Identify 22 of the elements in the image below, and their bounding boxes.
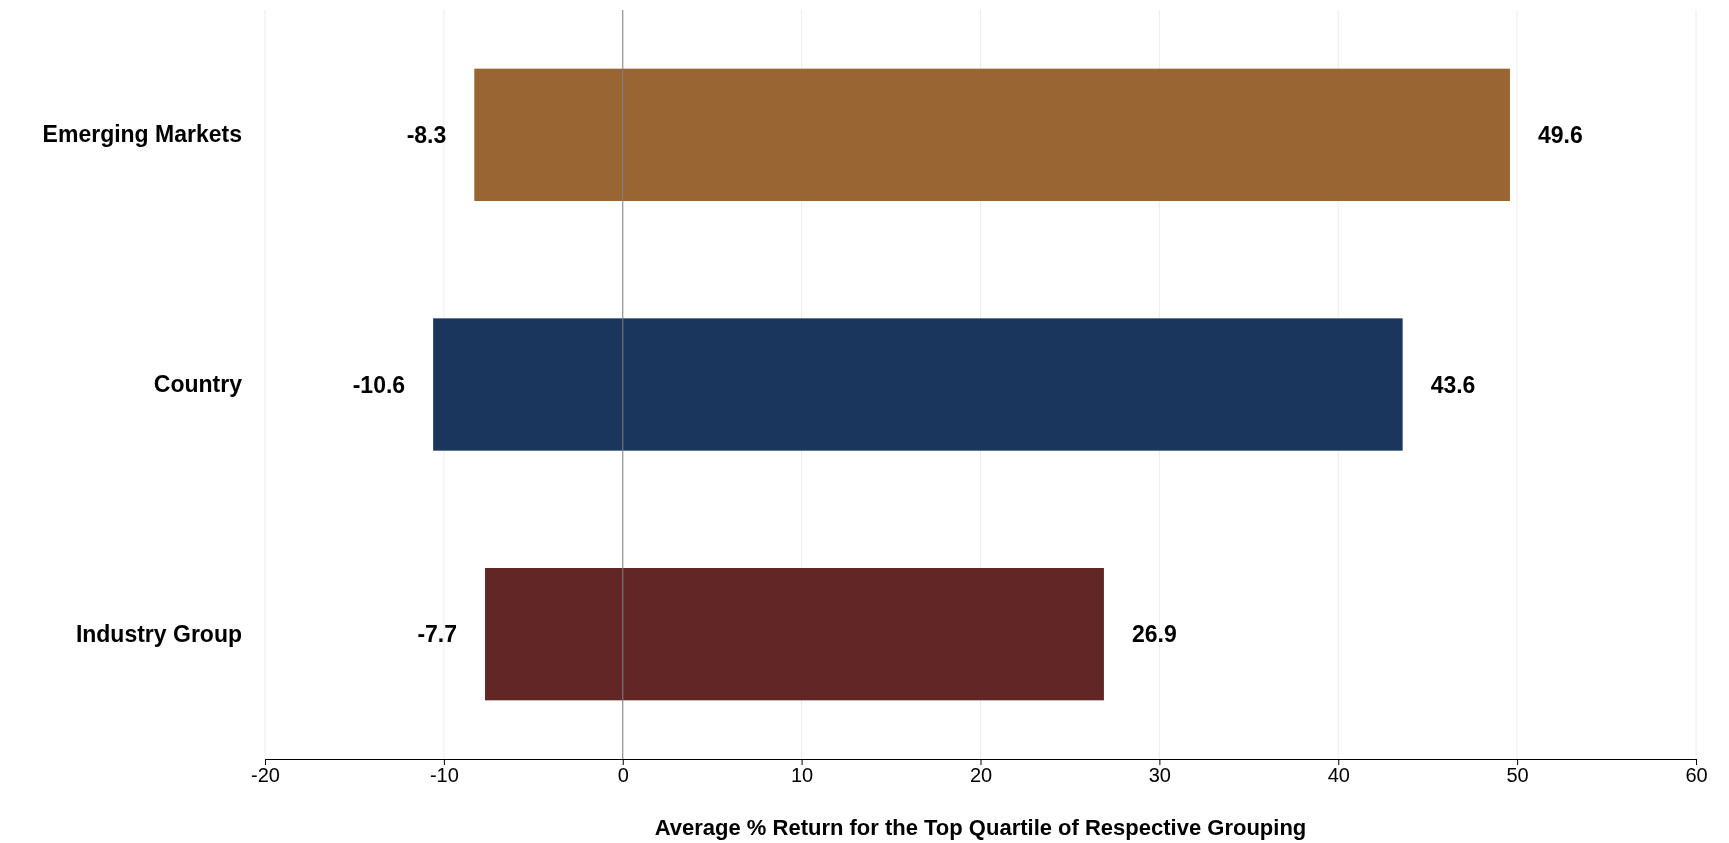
y-tick-label: Country bbox=[153, 370, 243, 397]
x-axis-title: Average % Return for the Top Quartile of Respective Grouping bbox=[654, 815, 1307, 840]
x-tick-label: 40 bbox=[1327, 764, 1350, 787]
annotation: -8.3 bbox=[406, 121, 447, 148]
x-tick-label: 20 bbox=[969, 764, 993, 787]
bar bbox=[485, 568, 1104, 701]
x-tick-label: 60 bbox=[1685, 764, 1708, 787]
bar bbox=[474, 68, 1510, 201]
annotation: -7.7 bbox=[417, 621, 458, 648]
annotation: 49.6 bbox=[1537, 121, 1583, 148]
annotation: -10.6 bbox=[352, 371, 406, 398]
x-tick-label: 50 bbox=[1506, 764, 1529, 787]
x-tick-label: -20 bbox=[251, 764, 280, 787]
annotation: 26.9 bbox=[1131, 621, 1177, 648]
x-tick-label: -10 bbox=[429, 764, 459, 787]
bar bbox=[433, 318, 1403, 451]
annotation: 43.6 bbox=[1430, 371, 1476, 398]
y-tick-label: Industry Group bbox=[75, 620, 242, 647]
x-tick-label: 10 bbox=[791, 764, 814, 787]
y-tick-label: Emerging Markets bbox=[42, 121, 242, 148]
x-tick-label: 0 bbox=[617, 764, 629, 787]
x-tick-label: 30 bbox=[1148, 764, 1171, 787]
